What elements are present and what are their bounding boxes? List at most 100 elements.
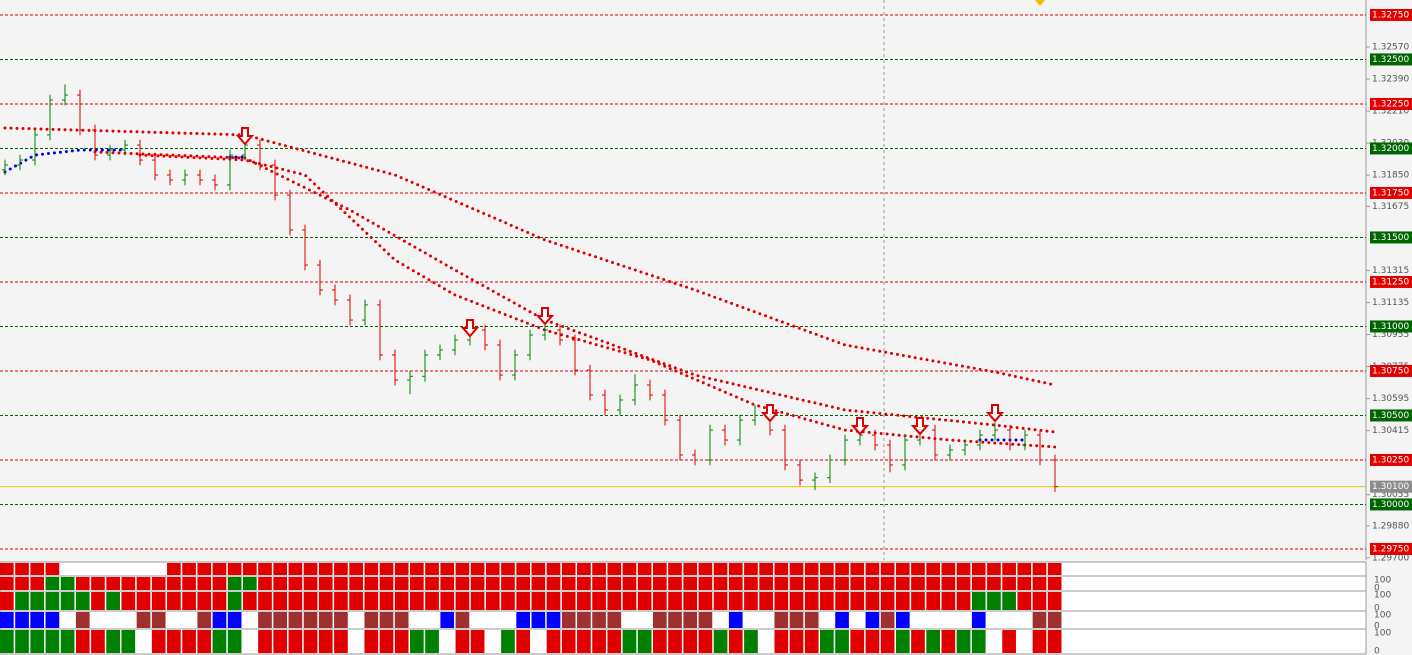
y-tick-label: 1.31850 [1372,171,1409,181]
panel-cell [60,630,75,653]
panel-cell [622,563,637,575]
panel-cell [546,592,561,610]
level-label-box [1370,498,1412,511]
panel-cell [501,592,515,610]
y-tick-label: 1.29700 [1372,553,1409,563]
panel-cell [926,577,941,590]
panel-max-label: 100 [1374,629,1391,639]
panel-cell [880,592,895,610]
panel-cell [895,612,910,628]
level-label: 1.31250 [1372,277,1409,287]
panel-cell [197,577,212,590]
level-label-box [1370,8,1412,21]
panel-cell [60,577,75,590]
panel-cell [880,563,895,575]
panel-cell [410,592,424,610]
panel-cell [728,630,743,653]
level-label-box [1370,364,1412,377]
panel-cell [470,577,485,590]
panel-cell [1002,630,1016,653]
panel-cell [151,592,166,610]
panel-cell [197,612,212,628]
panel-cell [227,612,242,628]
panel-cell [531,563,546,575]
panel-cell [212,630,227,653]
level-label-box [1370,97,1412,110]
panel-cell [789,612,804,628]
panel-cell [668,592,682,610]
panel-cell [668,577,682,590]
panel-cell [15,592,29,610]
panel-cell [516,563,530,575]
panel-cell [45,563,60,575]
panel-cell [668,630,682,653]
panel-cell [106,630,120,653]
panel-cell [971,630,986,653]
panel-cell [1047,563,1062,575]
panel-cell [607,577,622,590]
panel-cell [637,592,652,610]
panel-cell [926,563,941,575]
panel-cell [941,592,956,610]
level-label: 1.29750 [1372,544,1409,554]
panel-cell [1047,592,1062,610]
panel-cell [364,630,379,653]
panel-cell [531,612,546,628]
panel-cell [30,577,45,590]
panel-cell [0,630,14,653]
panel-cell [728,563,743,575]
panel-cell [440,563,455,575]
panel-cell [364,612,379,628]
panel-cell [410,630,424,653]
panel-frame [0,628,1367,655]
panel-cell [303,612,318,628]
panel-cell [410,577,424,590]
panel-cell [1047,612,1062,628]
panel-cell [668,612,682,628]
panel-cell [987,577,1001,590]
signal-arrow [850,416,870,436]
panel-cell [607,592,622,610]
panel-cell [728,612,743,628]
panel-cell [60,592,75,610]
panel-cell [987,592,1001,610]
panel-cell [167,563,181,575]
panel-cell [273,612,288,628]
panel-cell [75,592,90,610]
y-tick-label: 1.31675 [1372,202,1409,212]
panel-cell [440,592,455,610]
level-label: 1.32750 [1372,10,1409,20]
panel-cell [789,563,804,575]
panel-cell [136,577,151,590]
panel-cell [607,612,622,628]
panel-cell [318,577,333,590]
panel-cell [698,592,713,610]
panel-cell [546,563,561,575]
panel-cell [455,592,470,610]
panel-min-label: 0 [1374,622,1380,632]
period-marker [1035,0,1045,6]
panel-cell [592,592,606,610]
level-label-box [1370,275,1412,288]
panel-cell [698,563,713,575]
level-label-box [1370,53,1412,66]
panel-cell [212,612,227,628]
panel-cell [455,612,470,628]
panel-cell [485,563,500,575]
panel-cell [835,577,849,590]
panel-cell [956,630,971,653]
panel-cell [0,612,14,628]
panel-cell [1017,577,1032,590]
panel-cell [349,563,363,575]
panel-cell [683,563,698,575]
panel-cell [455,563,470,575]
panel-cell [637,577,652,590]
panel-cell [789,592,804,610]
panel-cell [895,577,910,590]
level-label-box [1370,320,1412,333]
panel-cell [607,630,622,653]
panel-cell [273,592,288,610]
y-tick-label: 1.30055 [1372,490,1409,500]
